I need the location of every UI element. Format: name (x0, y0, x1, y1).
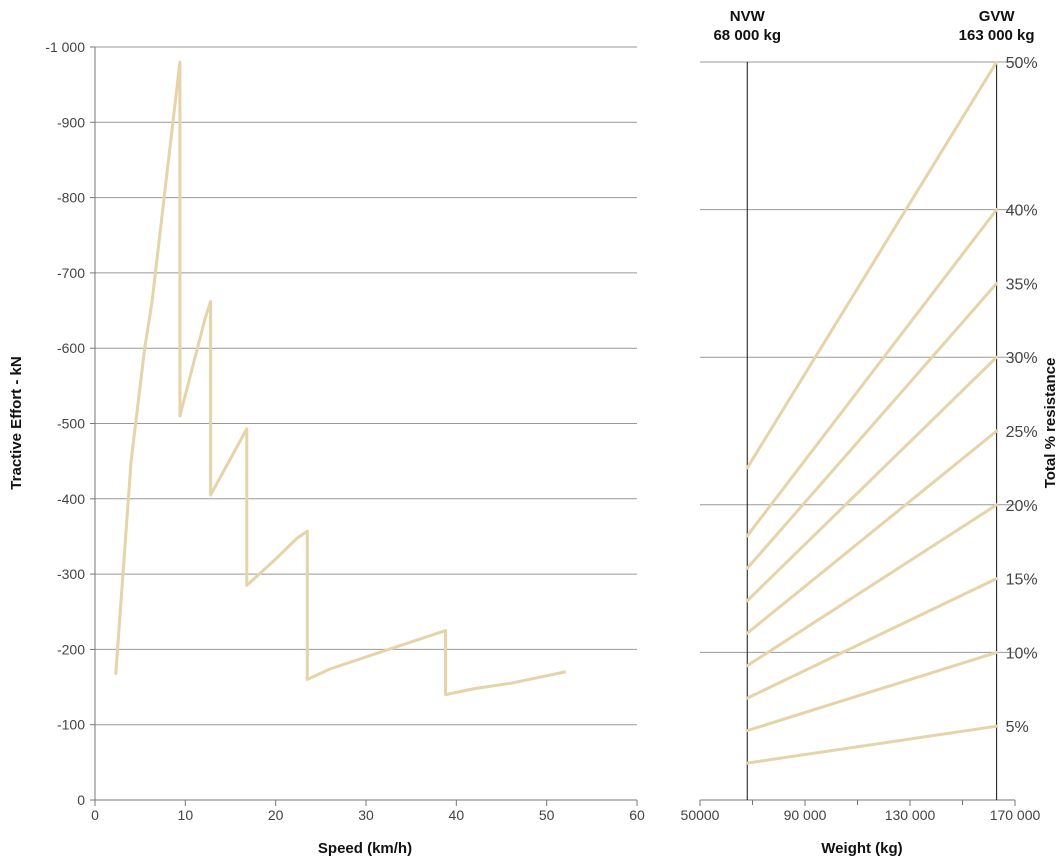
right-x-tick-label: 170 000 (990, 807, 1041, 823)
weight-marker-value: 68 000 kg (713, 27, 781, 44)
left-y-tick-label: -100 (57, 717, 85, 733)
left-x-tick-label: 20 (268, 807, 284, 823)
resistance-line (745, 724, 999, 765)
right-x-axis-title: Weight (kg) (821, 840, 902, 857)
resistance-line (745, 208, 999, 538)
left-y-tick-label: -1 000 (45, 39, 85, 55)
resistance-label: 5% (1006, 719, 1029, 736)
resistance-line (745, 650, 999, 733)
weight-marker-label: GVW (979, 8, 1016, 25)
right-x-tick-label: 50000 (681, 807, 720, 823)
left-y-tick-label: -400 (57, 491, 85, 507)
resistance-label: 40% (1006, 203, 1038, 220)
resistance-label: 20% (1006, 498, 1038, 515)
right-x-tick-label: 90 000 (784, 807, 827, 823)
left-x-tick-label: 10 (178, 807, 194, 823)
resistance-label: 50% (1006, 55, 1038, 72)
left-y-tick-label: 0 (77, 792, 85, 808)
tractive-effort-line (114, 60, 567, 697)
left-y-tick-label: -300 (57, 566, 85, 582)
left-y-tick-label: -500 (57, 416, 85, 432)
left-y-tick-label: -800 (57, 190, 85, 206)
resistance-line (745, 281, 999, 570)
right-y-axis-title: Total % resistance (1042, 358, 1059, 489)
weight-marker-label: NVW (730, 8, 766, 25)
resistance-line (745, 355, 999, 603)
left-panel: 0 -100 -200 -300 -400 -500 -600 -700 -800 -900 -1 … (45, 39, 645, 823)
resistance-label: 30% (1006, 350, 1038, 367)
resistance-label: 25% (1006, 424, 1038, 441)
right-panel: 50000 90 000 130 000 170 000 NVW 68 000 kg GVW… (681, 8, 1041, 823)
left-x-axis-title: Speed (km/h) (318, 840, 412, 857)
resistance-line (745, 577, 999, 700)
resistance-line (745, 60, 999, 470)
left-x-tick-label: 0 (91, 807, 99, 823)
left-x-tick-label: 50 (539, 807, 555, 823)
left-y-tick-label: -600 (57, 340, 85, 356)
left-y-tick-label: -200 (57, 641, 85, 657)
left-x-tick-label: 40 (449, 807, 465, 823)
left-y-axis-title: Tractive Effort - kN (8, 356, 25, 489)
left-y-tick-label: -700 (57, 265, 85, 281)
left-x-tick-label: 60 (629, 807, 645, 823)
resistance-label: 35% (1006, 276, 1038, 293)
left-x-tick-label: 30 (358, 807, 374, 823)
resistance-label: 15% (1006, 572, 1038, 589)
right-x-tick-label: 130 000 (885, 807, 936, 823)
resistance-line (745, 429, 999, 635)
left-y-tick-label: -900 (57, 114, 85, 130)
weight-marker-value: 163 000 kg (959, 27, 1035, 44)
resistance-label: 10% (1006, 645, 1038, 662)
resistance-line (745, 503, 999, 668)
